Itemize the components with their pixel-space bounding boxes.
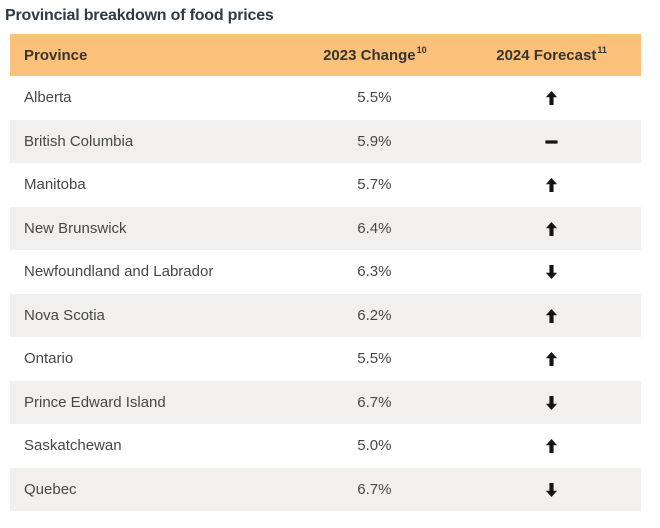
- change-cell: 6.7%: [357, 480, 392, 498]
- change-cell: 6.7%: [357, 393, 392, 411]
- forecast-cell: [461, 176, 641, 193]
- change-cell: 6.3%: [357, 263, 392, 281]
- column-header-province: Province: [24, 46, 88, 64]
- change-cell: 5.0%: [357, 437, 392, 455]
- forecast-cell: [461, 89, 641, 106]
- forecast-cell: [461, 437, 641, 454]
- province-cell: Nova Scotia: [24, 306, 105, 324]
- forecast-cell: [461, 220, 641, 237]
- down-arrow-icon: [543, 264, 559, 280]
- province-cell: Manitoba: [24, 176, 86, 194]
- up-arrow-icon: [543, 308, 559, 324]
- change-cell: 5.5%: [357, 350, 392, 368]
- table-row: Alberta 5.5%: [10, 76, 641, 120]
- province-cell: Newfoundland and Labrador: [24, 263, 214, 281]
- forecast-cell: [461, 133, 641, 150]
- forecast-cell: [461, 350, 641, 367]
- province-cell: British Columbia: [24, 132, 134, 150]
- province-cell: Prince Edward Island: [24, 393, 166, 411]
- table-header-row: Province 2023 Change10 2024 Forecast11: [10, 34, 641, 76]
- food-price-table: Province 2023 Change10 2024 Forecast11 A…: [10, 34, 641, 511]
- column-header-2024-forecast: 2024 Forecast11: [496, 44, 607, 64]
- dash-icon: [543, 134, 559, 150]
- column-header-2023-change: 2023 Change10: [323, 44, 427, 64]
- province-cell: New Brunswick: [24, 219, 127, 237]
- table-row: Nova Scotia 6.2%: [10, 293, 641, 337]
- up-arrow-icon: [543, 177, 559, 193]
- forecast-cell: [461, 307, 641, 324]
- table-row: Newfoundland and Labrador 6.3%: [10, 250, 641, 294]
- table-row: British Columbia 5.9%: [10, 119, 641, 163]
- province-cell: Saskatchewan: [24, 437, 122, 455]
- table-row: New Brunswick 6.4%: [10, 206, 641, 250]
- forecast-cell: [461, 394, 641, 411]
- table-row: Prince Edward Island 6.7%: [10, 380, 641, 424]
- down-arrow-icon: [543, 395, 559, 411]
- down-arrow-icon: [543, 482, 559, 498]
- footnote-ref: 11: [597, 44, 607, 55]
- up-arrow-icon: [543, 351, 559, 367]
- province-cell: Alberta: [24, 89, 72, 107]
- province-cell: Ontario: [24, 350, 74, 368]
- forecast-cell: [461, 263, 641, 280]
- up-arrow-icon: [543, 438, 559, 454]
- change-cell: 6.2%: [357, 306, 392, 324]
- change-cell: 5.7%: [357, 176, 392, 194]
- table-row: Ontario 5.5%: [10, 337, 641, 381]
- forecast-cell: [461, 481, 641, 498]
- province-cell: Quebec: [24, 480, 77, 498]
- table-row: Quebec 6.7%: [10, 467, 641, 511]
- table-row: Manitoba 5.7%: [10, 163, 641, 207]
- change-cell: 5.9%: [357, 132, 392, 150]
- up-arrow-icon: [543, 221, 559, 237]
- change-cell: 6.4%: [357, 219, 392, 237]
- table-row: Saskatchewan 5.0%: [10, 424, 641, 468]
- footnote-ref: 10: [416, 44, 427, 55]
- section-title: Provincial breakdown of food prices: [5, 7, 274, 24]
- change-cell: 5.5%: [357, 89, 392, 107]
- up-arrow-icon: [543, 90, 559, 106]
